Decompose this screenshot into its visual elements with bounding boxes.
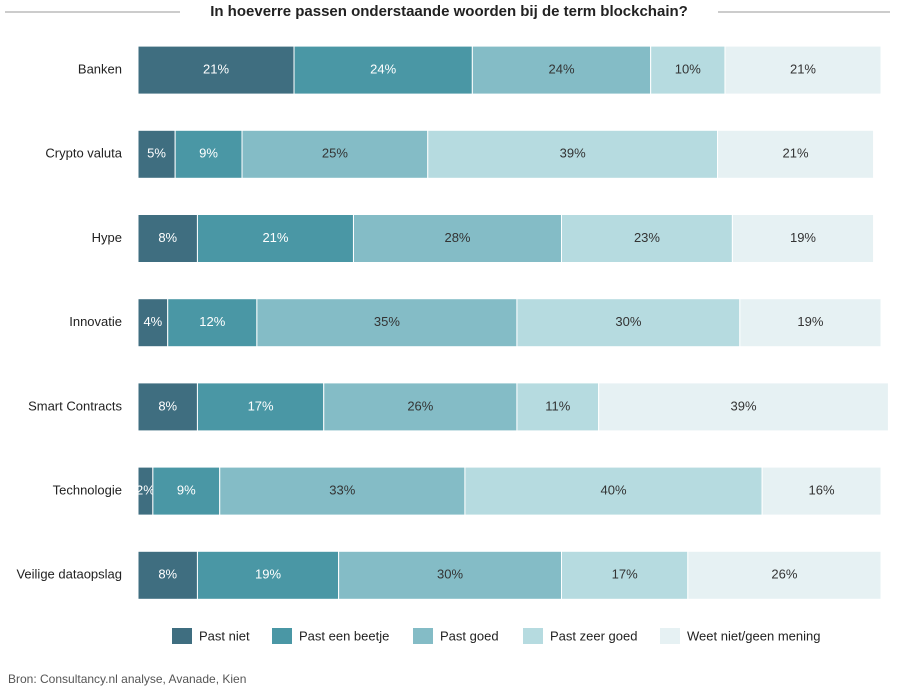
data-label: 26% [407, 398, 433, 413]
bar-segment [352, 214, 563, 263]
data-label: 16% [809, 483, 835, 498]
bar-segment [650, 45, 726, 95]
data-label: 24% [548, 62, 574, 77]
data-label: 5% [147, 146, 166, 161]
bar-segment [471, 45, 652, 95]
data-label: 21% [783, 146, 809, 161]
legend-label: Past zeer goed [550, 628, 637, 643]
bar-segment [739, 298, 882, 348]
bar-segment [137, 298, 169, 348]
data-label: 21% [262, 230, 288, 245]
data-label: 17% [612, 567, 638, 582]
bar-segment [256, 298, 518, 348]
y-tick-label: Smart Contracts [28, 398, 122, 413]
y-tick-label: Crypto valuta [45, 146, 122, 161]
bar-segment [196, 550, 340, 600]
bar-segment [761, 466, 882, 516]
data-label: 19% [790, 230, 816, 245]
data-label: 40% [601, 483, 627, 498]
data-label: 26% [771, 567, 797, 582]
data-label: 24% [370, 62, 396, 77]
y-tick-label: Innovatie [69, 314, 122, 329]
bar-segment [561, 214, 733, 263]
data-label: 10% [675, 62, 701, 77]
data-label: 39% [731, 398, 757, 413]
data-label: 25% [322, 146, 348, 161]
data-label: 2% [136, 483, 155, 498]
data-label: 12% [199, 314, 225, 329]
data-label: 8% [158, 398, 177, 413]
data-label: 8% [158, 567, 177, 582]
bar-segment [167, 298, 258, 348]
bar-segment [137, 550, 198, 600]
data-label: 21% [203, 62, 229, 77]
bar-segment [293, 45, 473, 95]
bar-segment [137, 382, 198, 432]
legend-swatch [523, 628, 543, 644]
data-label: 9% [177, 483, 196, 498]
data-label: 8% [158, 230, 177, 245]
y-tick-label: Banken [78, 62, 122, 77]
bar-segment [687, 550, 882, 600]
bar-segment [717, 129, 875, 179]
bar-segment [241, 129, 429, 179]
data-label: 23% [634, 230, 660, 245]
bar-segment [724, 45, 882, 95]
data-label: 4% [143, 314, 162, 329]
legend-label: Weet niet/geen mening [687, 628, 820, 643]
legend-swatch [172, 628, 192, 644]
chart-title: In hoeverre passen onderstaande woorden … [210, 3, 688, 20]
bar-segment [174, 129, 243, 179]
y-tick-label: Technologie [53, 483, 122, 498]
data-label: 11% [545, 398, 570, 413]
legend-swatch [660, 628, 680, 644]
data-label: 35% [374, 314, 400, 329]
bar-segment [137, 214, 198, 263]
bar-segment [561, 550, 689, 600]
bar-segment [137, 45, 295, 95]
bar-segment [196, 214, 354, 263]
data-label: 28% [444, 230, 470, 245]
bar-segment [323, 382, 518, 432]
data-label: 9% [199, 146, 218, 161]
legend-swatch [413, 628, 433, 644]
legend-swatch [272, 628, 292, 644]
bar-segment [464, 466, 763, 516]
legend-label: Past een beetje [299, 628, 389, 643]
legend-label: Past goed [440, 628, 499, 643]
data-label: 30% [437, 567, 463, 582]
data-label: 39% [560, 146, 586, 161]
bar-segment [516, 382, 600, 432]
y-tick-label: Hype [92, 230, 122, 245]
data-label: 19% [255, 567, 281, 582]
data-label: 19% [797, 314, 823, 329]
bar-segment [137, 129, 176, 179]
bar-segment [731, 214, 875, 263]
bar-segment [427, 129, 719, 179]
data-label: 21% [790, 62, 816, 77]
data-label: 30% [615, 314, 641, 329]
y-tick-label: Veilige dataopslag [16, 567, 122, 582]
legend-label: Past niet [199, 628, 250, 643]
source: Bron: Consultancy.nl analyse, Avanade, K… [8, 672, 246, 686]
bar-segment [219, 466, 466, 516]
bar-segment [152, 466, 221, 516]
bar-segment [338, 550, 563, 600]
data-label: 17% [248, 398, 274, 413]
bar-segment [598, 382, 889, 432]
data-label: 33% [329, 483, 355, 498]
bar-segment [196, 382, 325, 432]
